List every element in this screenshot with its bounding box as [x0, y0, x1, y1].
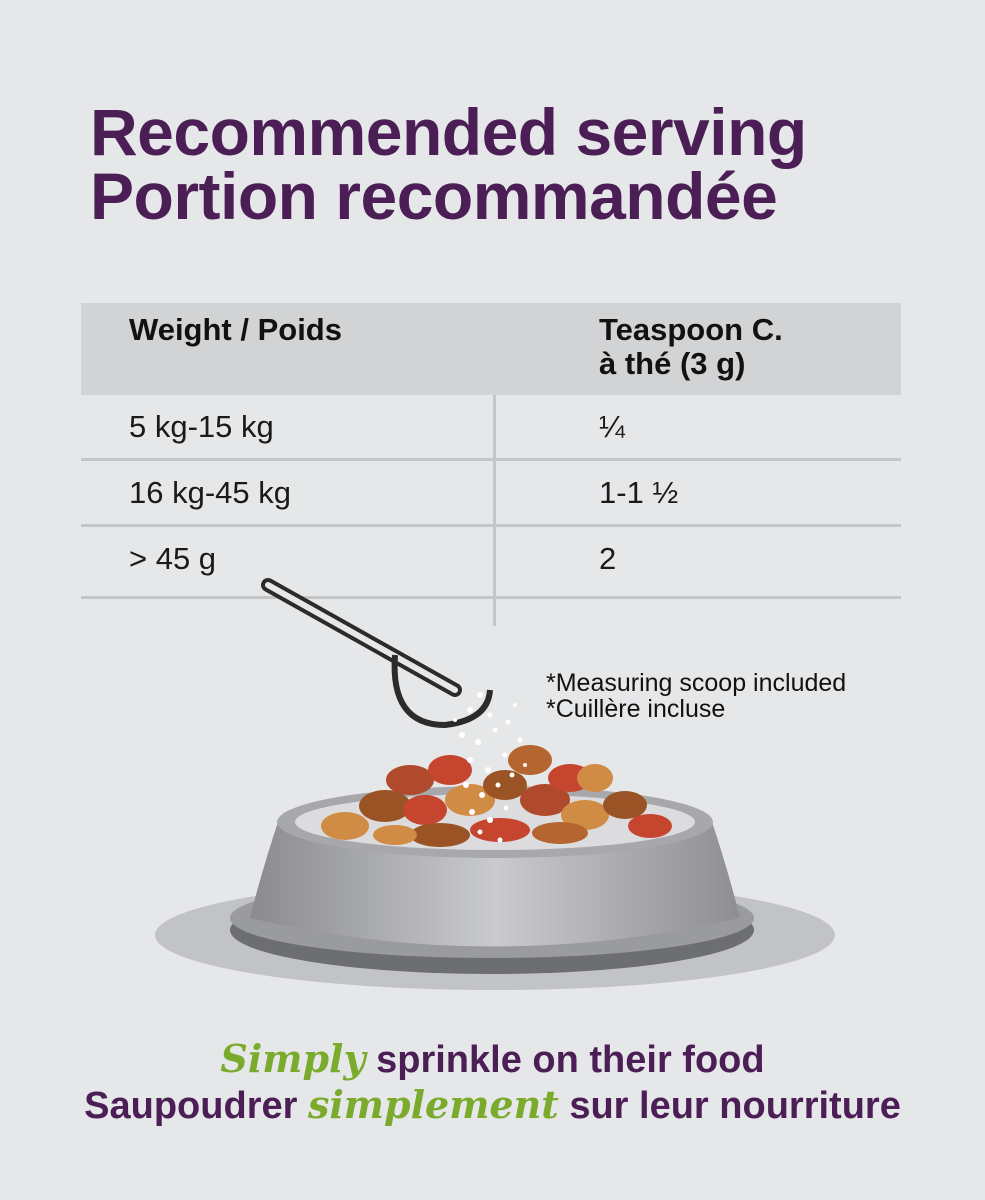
cell-teaspoon: 2	[599, 541, 617, 576]
note-english: *Measuring scoop included	[546, 669, 847, 697]
title-french: Portion recommandée	[90, 159, 778, 233]
bowl-illustration	[155, 578, 835, 990]
table-row: > 45 g 2	[81, 527, 901, 599]
serving-table: Weight / Poids Teaspoon C. à thé (3 g) 5…	[81, 303, 901, 626]
kibble-pile	[321, 745, 672, 847]
bowl-body	[250, 822, 740, 947]
tagline-french: Saupoudrer simplement sur leur nourritur…	[0, 1082, 985, 1128]
header-weight: Weight / Poids	[129, 312, 342, 347]
title-english: Recommended serving	[90, 95, 807, 169]
scoop-note: *Measuring scoop included *Cuillère incl…	[546, 670, 846, 722]
tagline-french-end: sur leur nourriture	[558, 1085, 901, 1127]
tagline-accent-english: Simply	[220, 1036, 366, 1081]
note-french: *Cuillère incluse	[546, 695, 726, 723]
cell-weight: > 45 g	[129, 541, 217, 576]
cell-weight: 16 kg-45 kg	[129, 475, 291, 510]
header-teaspoon-line2: à thé (3 g)	[599, 346, 746, 381]
powder-sprinkle	[453, 692, 527, 843]
table-row: 5 kg-15 kg ¼	[81, 395, 901, 461]
column-divider	[493, 303, 496, 626]
page-title: Recommended serving Portion recommandée	[90, 95, 807, 233]
header-teaspoon: Teaspoon C. à thé (3 g)	[599, 313, 899, 381]
tagline-accent-french: simplement	[307, 1082, 559, 1127]
cell-weight: 5 kg-15 kg	[129, 409, 274, 444]
tagline-english-rest: sprinkle on their food	[365, 1039, 765, 1081]
table-header: Weight / Poids Teaspoon C. à thé (3 g)	[81, 303, 901, 395]
table-row: 16 kg-45 kg 1-1 ½	[81, 461, 901, 527]
header-teaspoon-line1: Teaspoon C.	[599, 312, 783, 347]
cell-teaspoon: ¼	[599, 409, 625, 444]
measuring-scoop	[261, 578, 493, 729]
tagline-french-start: Saupoudrer	[84, 1085, 308, 1127]
tagline-english: Simply sprinkle on their food	[0, 1036, 985, 1082]
cell-teaspoon: 1-1 ½	[599, 475, 679, 510]
